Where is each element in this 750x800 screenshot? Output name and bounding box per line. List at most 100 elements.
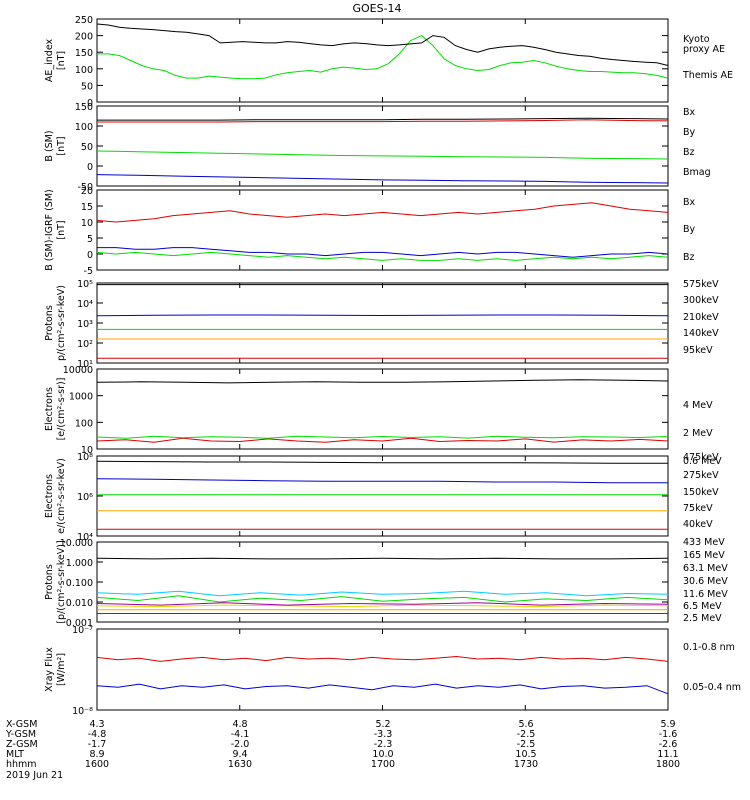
x-row-value: 1600 xyxy=(85,759,109,770)
panel-8: 10⁻⁷ 10⁻⁸ Xray Flux [W/m²] 0.1-0.8 nm 0.05-0.… xyxy=(44,625,741,717)
y-axis-label: [W/m²] xyxy=(56,653,67,686)
panel-frame xyxy=(96,18,669,103)
legend-entry: 0.6 MeV xyxy=(683,456,722,467)
y-tick-label: 10 xyxy=(81,218,93,229)
y-axis-label: AE_index xyxy=(44,39,55,83)
legend-entry: 275keV xyxy=(683,470,719,481)
x-axis-table: X-GSM 4.3 4.8 5.2 5.6 5.9Y-GSM -4.8 -4.1 -3.3 -2.… xyxy=(5,719,680,781)
x-row-value: 10.0 xyxy=(372,749,393,760)
legend-entry: 30.6 MeV xyxy=(683,576,728,587)
legend-entry: 210keV xyxy=(683,312,719,323)
legend-entry: Kyoto xyxy=(683,34,710,45)
legend-entry: 165 MeV xyxy=(683,550,725,561)
series-line-30.6-mev xyxy=(96,595,669,603)
y-tick-label: 10¹ xyxy=(77,359,93,370)
figure-title: GOES-14 xyxy=(352,2,401,15)
x-row-value: -4.8 xyxy=(88,729,107,740)
y-tick-label: 0 xyxy=(87,98,93,109)
x-row-value: 1630 xyxy=(228,759,252,770)
series-line-bx xyxy=(97,247,669,258)
legend-entry: By xyxy=(683,224,696,235)
panel-frame xyxy=(96,282,669,364)
series-line-bz xyxy=(96,202,669,223)
y-tick-label: 10² xyxy=(77,339,93,350)
x-row-value: 11.1 xyxy=(657,749,678,760)
x-row-value: -3.3 xyxy=(374,729,393,740)
x-row-value: 9.4 xyxy=(232,749,247,760)
y-axis-label: Xray Flux xyxy=(44,647,55,692)
x-row-value: 1730 xyxy=(514,759,538,770)
y-tick-label: -5 xyxy=(84,266,93,277)
y-axis-label: Protons xyxy=(44,564,55,600)
y-axis-label: [nT] xyxy=(56,220,67,239)
y-tick-label: 15 xyxy=(81,202,93,213)
series-line-0.05-0.4-nm xyxy=(96,683,669,695)
legend-entry: proxy AE xyxy=(683,44,725,55)
y-tick-label: 10⁴ xyxy=(77,532,93,543)
y-tick-label: 0.001 xyxy=(66,618,93,629)
x-row-value: -2.5 xyxy=(517,729,536,740)
series-line-63.1-mev xyxy=(96,604,669,608)
x-row-value: -1.7 xyxy=(88,739,107,750)
y-tick-label: 10⁵ xyxy=(77,279,93,290)
series-line-0.1-0.8-nm xyxy=(96,655,669,662)
x-row-value: 5.9 xyxy=(660,719,675,730)
x-row-label: X-GSM xyxy=(6,719,37,730)
series-line-75kev xyxy=(96,478,668,484)
x-row-label: Y-GSM xyxy=(5,729,36,740)
legend-entry: 150keV xyxy=(683,487,719,498)
x-row-value: 5.2 xyxy=(375,719,390,730)
y-tick-label: 10⁴ xyxy=(77,299,93,310)
y-tick-label: 250 xyxy=(75,15,93,26)
series-line-11.6-mev xyxy=(96,590,669,597)
legend-entry: Bz xyxy=(683,252,695,263)
y-tick-label: 100 xyxy=(75,418,93,429)
y-tick-label: 10³ xyxy=(77,319,93,330)
x-row-value: 5.6 xyxy=(518,719,533,730)
y-axis-label: Electrons xyxy=(44,474,55,518)
legend-entry: 433 MeV xyxy=(683,537,725,548)
x-row-value: -2.3 xyxy=(374,739,393,750)
legend-entry: By xyxy=(683,127,696,138)
series-line-by xyxy=(96,251,669,261)
panel-7: 10.000 1.000 0.100 0.010 0.001 Protons [p/(cm²… xyxy=(44,537,728,629)
series-line-0.6-mev xyxy=(96,379,669,384)
y-tick-label: 0 xyxy=(87,250,93,261)
y-tick-label: 10⁻⁷ xyxy=(72,625,93,636)
panel-3: 20 15 10 5 0 -5 B (SM)-IGRF (SM) [nT] Bx By Bz xyxy=(44,186,696,277)
legend-entry: 140keV xyxy=(683,328,719,339)
y-tick-label: 5 xyxy=(87,234,93,245)
x-row-value: 4.3 xyxy=(89,719,104,730)
y-tick-label: 10⁻⁸ xyxy=(72,706,93,717)
y-tick-label: 150 xyxy=(75,102,93,113)
x-row-value: -2.0 xyxy=(231,739,250,750)
y-tick-label: 10⁸ xyxy=(77,452,93,463)
y-axis-label: Protons xyxy=(44,305,55,341)
panel-frame xyxy=(96,455,669,537)
legend-entry: 95keV xyxy=(683,345,713,356)
y-axis-label: [nT] xyxy=(56,51,67,70)
x-row-label: Z-GSM xyxy=(6,739,38,750)
y-tick-label: 10⁶ xyxy=(77,492,93,503)
legend-entry: 2 MeV xyxy=(683,428,713,439)
legend-entry: 4 MeV xyxy=(683,400,713,411)
series-line-2.5-mev xyxy=(96,557,669,560)
panel-6: 10⁸ 10⁶ 10⁴ Electrons e/(cm²-s-sr-keV) 475keV… xyxy=(44,452,719,543)
legend-entry: Bx xyxy=(683,197,696,208)
legend-entry: Bz xyxy=(683,147,695,158)
series-line-kyoto-proxy-ae xyxy=(97,35,669,80)
y-tick-label: 100 xyxy=(75,122,93,133)
y-tick-label: 10000 xyxy=(63,365,93,376)
panel-4: 10⁵ 10⁴ 10³ 10² 10¹ Protons p/(cm²-s-sr-keV) 57… xyxy=(44,279,719,370)
x-row-value: -4.1 xyxy=(231,729,250,740)
x-row-label: MLT xyxy=(6,749,24,760)
legend-entry: 0.1-0.8 nm xyxy=(683,642,735,653)
y-axis-label: B (SM)-IGRF (SM) xyxy=(44,189,55,271)
series-line-2-mev xyxy=(96,435,669,439)
legend-entry: 63.1 MeV xyxy=(683,563,728,574)
x-row-label: hhmm xyxy=(6,759,37,770)
legend-entry: 2.5 MeV xyxy=(683,613,722,624)
y-tick-label: 0.100 xyxy=(66,578,93,589)
